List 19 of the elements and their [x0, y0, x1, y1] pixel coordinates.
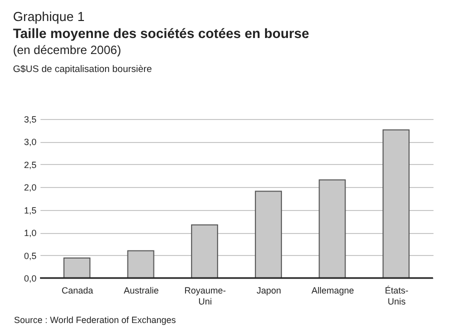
y-tick-label: 2,5 — [24, 160, 36, 170]
y-tick-label: 1,0 — [24, 228, 36, 238]
x-tick-label: Canada — [62, 286, 94, 296]
x-tick-label: Australie — [124, 286, 159, 296]
x-tick-label: États-Unis — [384, 286, 408, 306]
y-tick-label: 1,5 — [24, 205, 36, 216]
y-tick-label: 3,0 — [24, 137, 36, 148]
chart-subtitle: (en décembre 2006) — [13, 43, 122, 57]
x-tick-label: Royaume-Uni — [184, 286, 226, 306]
x-tick-label: Japon — [256, 286, 282, 296]
y-tick-label: 3,5 — [24, 114, 36, 124]
y-axis-title: G$US de capitalisation boursière — [13, 64, 152, 75]
chart-title: Taille moyenne des sociétés cotées en bourse — [13, 26, 310, 41]
y-tick-label: 2,0 — [24, 182, 36, 193]
source-note: Source : World Federation of Exchanges — [14, 315, 176, 325]
text: Graphique 1 — [13, 9, 85, 24]
x-tick-label: Allemagne — [311, 286, 354, 296]
y-tick-label: 0,0 — [24, 274, 36, 284]
y-tick-label: 0,5 — [24, 250, 36, 261]
